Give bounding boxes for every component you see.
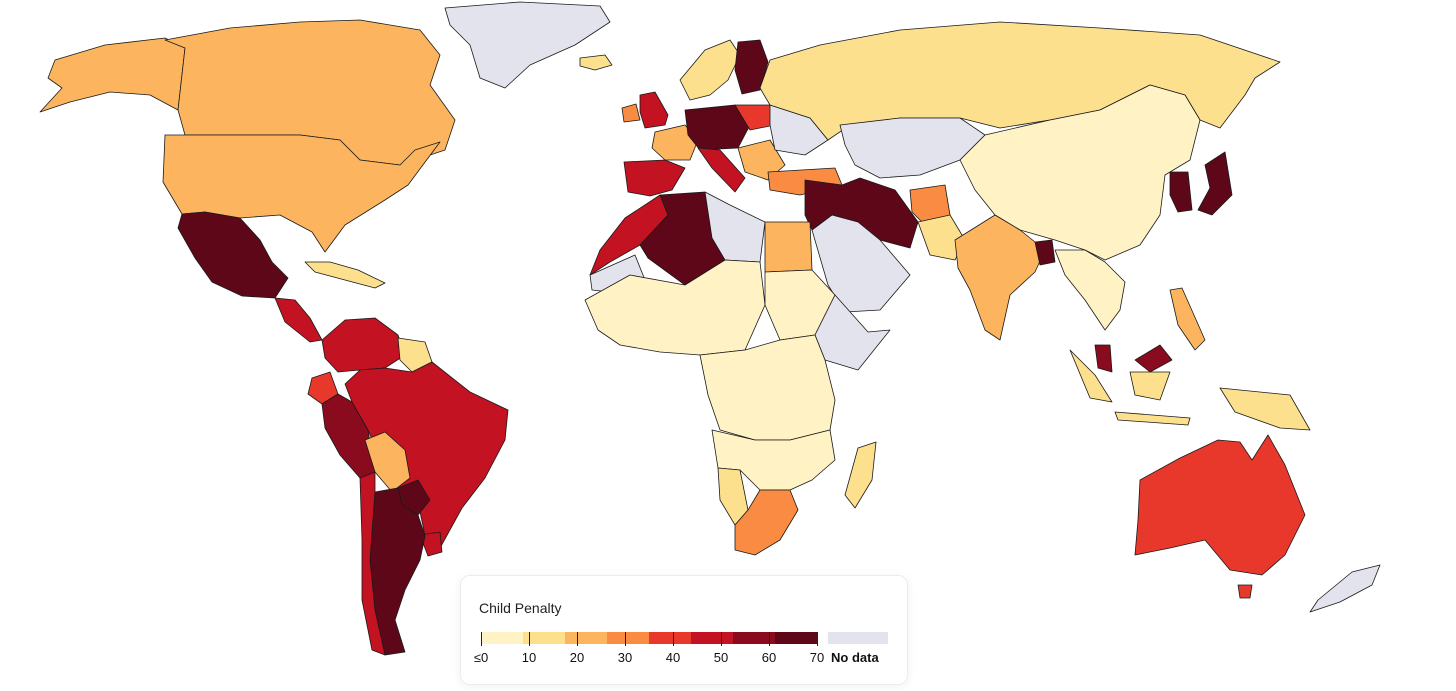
region-japan[interactable]	[1197, 151, 1233, 216]
legend-tick	[673, 632, 674, 646]
region-alaska[interactable]	[39, 37, 186, 113]
region-tasmania[interactable]	[1237, 584, 1253, 599]
region-iceland[interactable]	[579, 54, 613, 71]
color-ramp	[481, 632, 817, 644]
legend-bin	[649, 632, 691, 644]
legend-bin	[607, 632, 649, 644]
region-mongolia-china[interactable]	[959, 84, 1201, 261]
region-south-africa[interactable]	[734, 489, 799, 556]
no-data-label: No data	[831, 650, 879, 665]
region-australia[interactable]	[1134, 434, 1306, 576]
region-scandinavia[interactable]	[679, 39, 741, 101]
legend-title: Child Penalty	[479, 600, 562, 616]
legend-tick	[721, 632, 722, 646]
region-chile[interactable]	[359, 471, 386, 656]
region-philippines[interactable]	[1169, 287, 1206, 351]
region-central-africa[interactable]	[699, 334, 836, 441]
legend-bin	[523, 632, 565, 644]
legend-tick-label: 50	[713, 650, 729, 665]
region-iberia[interactable]	[623, 159, 686, 197]
legend-bin	[481, 632, 523, 644]
region-new-zealand[interactable]	[1309, 564, 1381, 613]
legend-tick	[577, 632, 578, 646]
region-colombia-venezuela[interactable]	[321, 317, 406, 373]
legend-bin	[565, 632, 607, 644]
region-russia[interactable]	[759, 21, 1281, 141]
region-egypt[interactable]	[764, 221, 813, 273]
legend-tick-label: 10	[521, 650, 537, 665]
region-west-africa[interactable]	[584, 259, 766, 356]
region-greenland[interactable]	[444, 1, 611, 89]
legend-tick-label: ≤0	[473, 650, 489, 665]
region-india[interactable]	[954, 214, 1046, 341]
region-malaysia[interactable]	[1094, 344, 1173, 373]
region-middle-east[interactable]	[804, 177, 919, 249]
legend-tick-label: 70	[809, 650, 825, 665]
legend-tick	[481, 632, 482, 646]
region-brazil[interactable]	[344, 361, 509, 549]
legend-tick	[817, 632, 818, 646]
legend-tick	[769, 632, 770, 646]
region-mexico[interactable]	[177, 211, 289, 299]
region-sweden-finland[interactable]	[734, 39, 769, 95]
region-korea[interactable]	[1169, 171, 1193, 213]
region-indonesia[interactable]	[1069, 349, 1311, 431]
region-southeast-asia[interactable]	[1054, 249, 1126, 331]
region-france[interactable]	[651, 124, 699, 161]
legend-tick-label: 30	[617, 650, 633, 665]
legend-bin	[691, 632, 733, 644]
region-caribbean[interactable]	[304, 261, 386, 289]
legend-tick-label: 40	[665, 650, 681, 665]
region-united-kingdom[interactable]	[639, 91, 669, 129]
legend-tick	[529, 632, 530, 646]
no-data-swatch	[828, 632, 888, 644]
region-bangladesh[interactable]	[1034, 239, 1056, 266]
legend-tick	[625, 632, 626, 646]
region-madagascar[interactable]	[844, 441, 877, 509]
region-ireland[interactable]	[621, 103, 641, 123]
region-central-america[interactable]	[274, 297, 323, 343]
legend-bin	[775, 632, 817, 644]
legend-bin	[733, 632, 775, 644]
region-uruguay[interactable]	[419, 531, 443, 557]
region-italy[interactable]	[697, 147, 746, 193]
legend-tick-label: 60	[761, 650, 777, 665]
map-legend: Child Penalty ≤0 10 20 30 40 50 60 70 No data	[460, 575, 908, 685]
legend-tick-label: 20	[569, 650, 585, 665]
region-kazakhstan[interactable]	[839, 117, 986, 179]
